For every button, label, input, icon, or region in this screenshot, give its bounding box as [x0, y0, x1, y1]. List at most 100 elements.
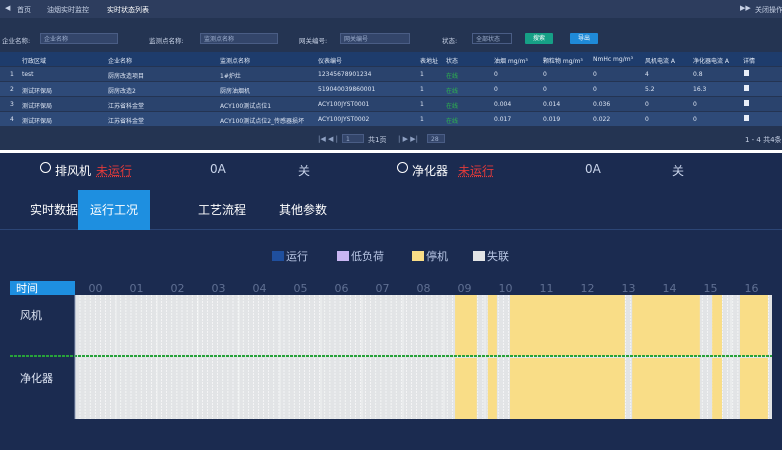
hour-label: 01 [130, 282, 144, 295]
nav-arrow[interactable]: ▶▶ [740, 4, 751, 12]
filter-input[interactable]: 企业名称 [40, 33, 118, 44]
table-row [0, 97, 782, 111]
hour-label: 14 [663, 282, 677, 295]
state-segment [740, 358, 768, 419]
hour-label: 04 [253, 282, 267, 295]
filter-label: 企业名称: [2, 37, 31, 45]
table-cell: ACY100测试点位1 [220, 103, 272, 110]
hour-label: 15 [704, 282, 718, 295]
column-header: 企业名称 [108, 58, 133, 65]
table-cell: 2 [10, 86, 14, 93]
current: 0A [210, 162, 226, 176]
table-row [0, 67, 782, 81]
state-segment [487, 358, 497, 419]
legend-label: 运行 [286, 250, 308, 263]
search-button[interactable]: 搜索 [525, 33, 553, 44]
table-cell: 测试环保局 [22, 88, 53, 95]
detail-panel: 运行 低负荷 停机 失联 时间 00 01 02 03 04 05 06 07 08 09 10 11 12 13 1… [0, 153, 782, 450]
table-cell: 0 [543, 86, 547, 93]
detail-icon[interactable] [744, 70, 749, 76]
state-segment [510, 295, 625, 356]
detail-tab[interactable]: 工艺流程 [197, 203, 246, 217]
tab[interactable]: 实时状态列表 [107, 6, 149, 14]
detail-icon[interactable] [744, 115, 749, 121]
column-header: 风机电流 A [645, 58, 676, 65]
row-label: 风机 [20, 308, 42, 322]
state-segment [487, 295, 497, 356]
column-header: 详情 [743, 58, 756, 65]
table-cell: 1 [420, 86, 424, 93]
column-header: 仪表编号 [318, 58, 343, 65]
column-header: NmHc mg/m³ [593, 56, 633, 63]
list-panel: ◀ 首页 油烟实时监控 实时状态列表 ▶▶ 关闭操作 搜索 导出 |◀ ◀ | … [0, 0, 782, 150]
filter-input[interactable]: 全部状态 [472, 33, 512, 44]
hour-label: 02 [171, 282, 185, 295]
detail-tab[interactable]: 实时数据 [29, 203, 78, 217]
table-cell: 0.017 [494, 116, 512, 123]
column-header: 表地址 [420, 58, 439, 65]
legend-swatch [412, 251, 424, 261]
table-cell: 厨房改造2 [108, 88, 136, 95]
table-cell: 测试环保局 [22, 103, 53, 110]
row-label: 净化器 [20, 371, 53, 385]
hour-label: 10 [499, 282, 513, 295]
legend-label: 失联 [487, 250, 509, 263]
page-size[interactable]: 28 [427, 134, 445, 143]
table-cell: 0.019 [543, 116, 561, 123]
column-header: 颗粒物 mg/m³ [543, 58, 583, 65]
tab[interactable]: 油烟实时监控 [47, 6, 89, 14]
legend-swatch [272, 251, 284, 261]
hour-label: 06 [335, 282, 349, 295]
table-cell: 0 [645, 116, 649, 123]
hour-label: 07 [376, 282, 390, 295]
pager-nav[interactable]: | ▶ ▶| [398, 135, 418, 143]
state-segment [740, 295, 768, 356]
column-header: 监测点名称 [220, 58, 251, 65]
filter-label: 监测点名称: [149, 37, 184, 45]
filter-label: 状态: [442, 37, 458, 45]
table-cell: 1 [10, 71, 14, 78]
filter-input[interactable]: 监测点名称 [200, 33, 278, 44]
filter-input[interactable]: 网关编号 [340, 33, 410, 44]
detail-tab[interactable]: 其他参数 [278, 203, 327, 217]
table-cell: 4 [645, 71, 649, 78]
status-icon [397, 162, 408, 173]
hour-label: 03 [212, 282, 226, 295]
table-cell: ACY100JYST0002 [318, 116, 370, 123]
state-segment [632, 358, 700, 419]
switch-state: 关 [298, 164, 311, 178]
table-cell: 在线 [446, 73, 459, 80]
table-cell: 江苏省科金堂 [108, 103, 145, 110]
device-name: 排风机 [55, 164, 92, 178]
column-header: 状态 [446, 58, 459, 65]
table-cell: 16.3 [693, 86, 707, 93]
detail-icon[interactable] [744, 100, 749, 106]
hour-label: 12 [581, 282, 595, 295]
filter-label: 网关编号: [299, 37, 328, 45]
hour-label: 05 [294, 282, 308, 295]
table-cell: 厨房改造项目 [108, 73, 145, 80]
table-cell: 4 [10, 116, 14, 123]
time-header [10, 281, 75, 295]
legend-label: 低负荷 [351, 249, 384, 263]
table-cell: 在线 [446, 88, 459, 95]
detail-icon[interactable] [744, 85, 749, 91]
table-cell: ACY100JYST0001 [318, 101, 370, 108]
state-segment [510, 358, 625, 419]
state-segment [632, 295, 700, 356]
detail-tab[interactable]: 运行工况 [78, 190, 150, 230]
table-cell: 1 [420, 71, 424, 78]
table-cell: 0.8 [693, 71, 703, 78]
tab[interactable]: 首页 [17, 6, 31, 14]
export-button[interactable]: 导出 [570, 33, 598, 44]
run-state: 未运行 [458, 164, 495, 178]
legend-swatch [473, 251, 485, 261]
table-cell: 0.004 [494, 101, 512, 108]
nav-arrow[interactable]: ◀ [5, 4, 11, 12]
time-label: 时间 [16, 282, 38, 295]
close-ops[interactable]: 关闭操作 [755, 6, 782, 14]
pager-nav[interactable]: |◀ ◀ | [318, 135, 338, 143]
page-input[interactable]: 1 [342, 134, 364, 143]
